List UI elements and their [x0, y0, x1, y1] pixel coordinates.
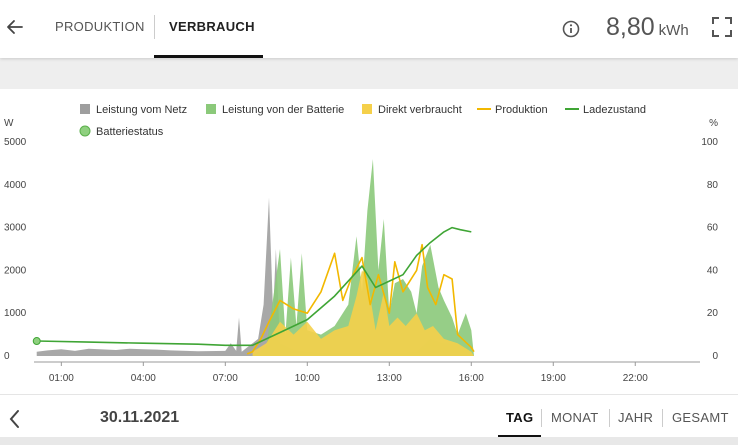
consumption-chart: Leistung vom Netz Leistung von der Batter…: [4, 104, 718, 384]
y-right-tick-label: 60: [707, 223, 719, 234]
y-left-tick-label: 3000: [4, 223, 27, 234]
chart-legend: Leistung vom Netz Leistung von der Batter…: [79, 104, 646, 138]
arrow-left-icon: [7, 20, 23, 34]
energy-value: 8,80: [606, 13, 655, 41]
y-right-ticks: 0 20 40 60 80 100: [701, 137, 718, 362]
period-divider: [609, 409, 610, 427]
tab-divider: [154, 15, 155, 39]
y-right-tick-label: 0: [712, 351, 718, 362]
active-period-indicator: [498, 435, 541, 438]
y-right-tick-label: 40: [707, 265, 719, 276]
y-left-ticks: 0 1000 2000 3000 4000 5000: [4, 137, 27, 362]
y-left-tick-label: 1000: [4, 308, 27, 319]
period-gesamt[interactable]: GESAMT: [672, 410, 729, 425]
energy-total: 8,80 kWh: [606, 13, 689, 42]
legend-label: Leistung von der Batterie: [222, 104, 344, 116]
period-divider: [541, 409, 542, 427]
x-tick-label: 07:00: [213, 373, 238, 384]
x-tick-label: 01:00: [49, 373, 74, 384]
y-right-unit: %: [709, 118, 718, 129]
info-button[interactable]: [562, 20, 580, 38]
section-gap: [0, 58, 738, 89]
chevron-left-icon: [9, 410, 19, 428]
bottom-strip: [0, 437, 738, 445]
x-tick-label: 04:00: [131, 373, 156, 384]
x-tick-label: 16:00: [459, 373, 484, 384]
legend-label: Produktion: [495, 104, 548, 116]
y-right-tick-label: 20: [707, 308, 719, 319]
y-right-tick-label: 80: [707, 180, 719, 191]
series-line-ladezustand: [36, 226, 472, 347]
info-icon: [562, 20, 580, 38]
legend-swatch: [206, 104, 216, 114]
series-area-leistung-von-der-batterie: [252, 159, 475, 356]
legend-label: Direkt verbraucht: [378, 104, 462, 116]
x-tick-label: 19:00: [541, 373, 566, 384]
energy-unit: kWh: [658, 22, 689, 39]
y-left-unit: W: [4, 118, 14, 129]
period-jahr[interactable]: JAHR: [618, 410, 654, 425]
legend-label: Batteriestatus: [96, 126, 164, 138]
series-area-direkt-verbraucht: [252, 270, 475, 356]
legend-swatch: [362, 104, 372, 114]
current-date: 30.11.2021: [100, 409, 180, 426]
period-tag[interactable]: TAG: [506, 410, 534, 425]
top-bar: PRODUKTION VERBRAUCH 8,80 kWh: [0, 0, 738, 58]
back-button[interactable]: [4, 14, 26, 40]
period-monat[interactable]: MONAT: [551, 410, 599, 425]
legend-label: Leistung vom Netz: [96, 104, 187, 116]
tab-produktion[interactable]: PRODUKTION: [55, 19, 145, 34]
x-tick-label: 10:00: [295, 373, 320, 384]
chart-area: Leistung vom Netz Leistung von der Batter…: [0, 89, 738, 394]
legend-swatch: [80, 104, 90, 114]
active-tab-indicator: [154, 55, 263, 58]
y-left-tick-label: 0: [4, 351, 10, 362]
legend-label: Ladezustand: [583, 104, 646, 116]
x-tick-label: 13:00: [377, 373, 402, 384]
previous-day-button[interactable]: [6, 406, 22, 432]
series-line-produktion: [246, 243, 475, 355]
series-point-batteriestatus: [32, 337, 41, 346]
y-right-tick-label: 100: [701, 137, 718, 148]
legend-swatch: [79, 125, 91, 137]
y-left-tick-label: 4000: [4, 180, 27, 191]
y-left-tick-label: 5000: [4, 137, 27, 148]
fullscreen-button[interactable]: [711, 16, 733, 38]
x-ticks: 01:00 04:00 07:00 10:00 13:00 16:00 19:00 22:00: [49, 362, 648, 384]
fullscreen-icon: [712, 17, 732, 37]
tab-verbrauch[interactable]: VERBRAUCH: [169, 19, 255, 34]
y-left-tick-label: 2000: [4, 265, 27, 276]
period-divider: [662, 409, 663, 427]
plot-series: [32, 159, 475, 356]
x-tick-label: 22:00: [623, 373, 648, 384]
